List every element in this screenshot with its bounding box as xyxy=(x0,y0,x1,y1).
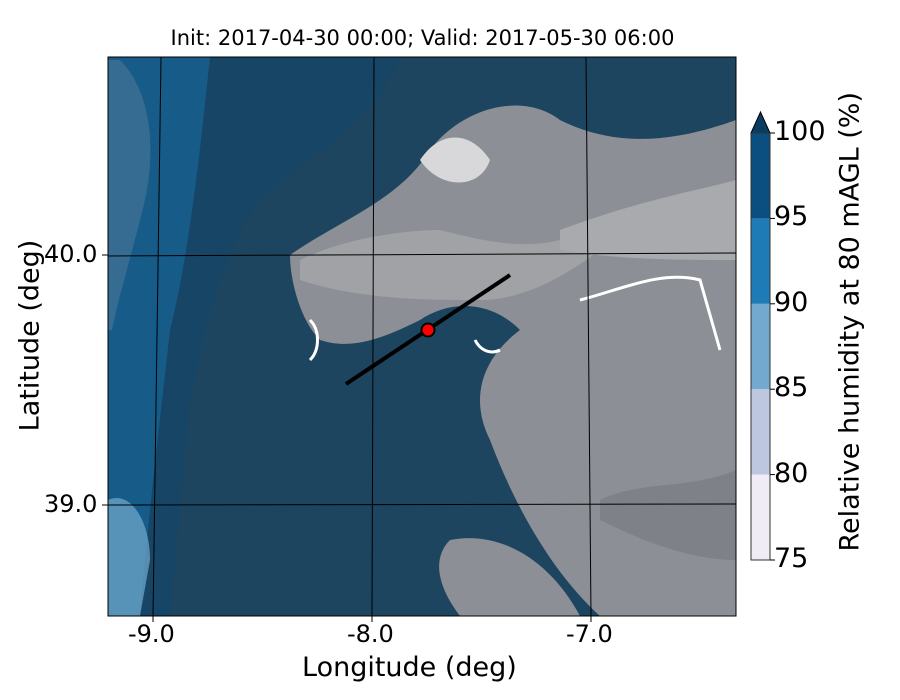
colorbar-tick-label: 75 xyxy=(774,543,809,574)
colorbar-tick-label: 85 xyxy=(774,372,809,404)
colorbar xyxy=(750,110,775,561)
y-tick-label: 39.0 xyxy=(44,490,98,518)
colorbar-label: Relative humidity at 80 mAGL (%) xyxy=(834,91,866,552)
colorbar-extend-arrow xyxy=(750,110,771,134)
colorbar-segment xyxy=(751,474,770,560)
colorbar-segment xyxy=(751,218,770,304)
plot-title: Init: 2017-04-30 00:00; Valid: 2017-05-3… xyxy=(170,26,675,50)
x-tick-label: -9.0 xyxy=(128,620,175,648)
graticule xyxy=(108,57,736,616)
x-tick-label: -7.0 xyxy=(566,620,613,648)
colorbar-tick-label: 100 xyxy=(774,116,826,147)
y-tick-label: 40.0 xyxy=(44,240,98,268)
plot-frame xyxy=(107,56,737,617)
y-axis-label: Latitude (deg) xyxy=(14,239,46,432)
x-axis-label: Longitude (deg) xyxy=(302,652,517,683)
colorbar-segment xyxy=(751,389,770,475)
colorbar-tick-label: 95 xyxy=(774,201,809,233)
colorbar-tick-label: 90 xyxy=(774,286,809,318)
x-tick-label: -8.0 xyxy=(347,620,394,648)
colorbar-segment xyxy=(751,133,770,219)
location-marker xyxy=(420,322,436,338)
colorbar-segment xyxy=(751,303,770,390)
colorbar-tick-label: 80 xyxy=(774,457,809,489)
